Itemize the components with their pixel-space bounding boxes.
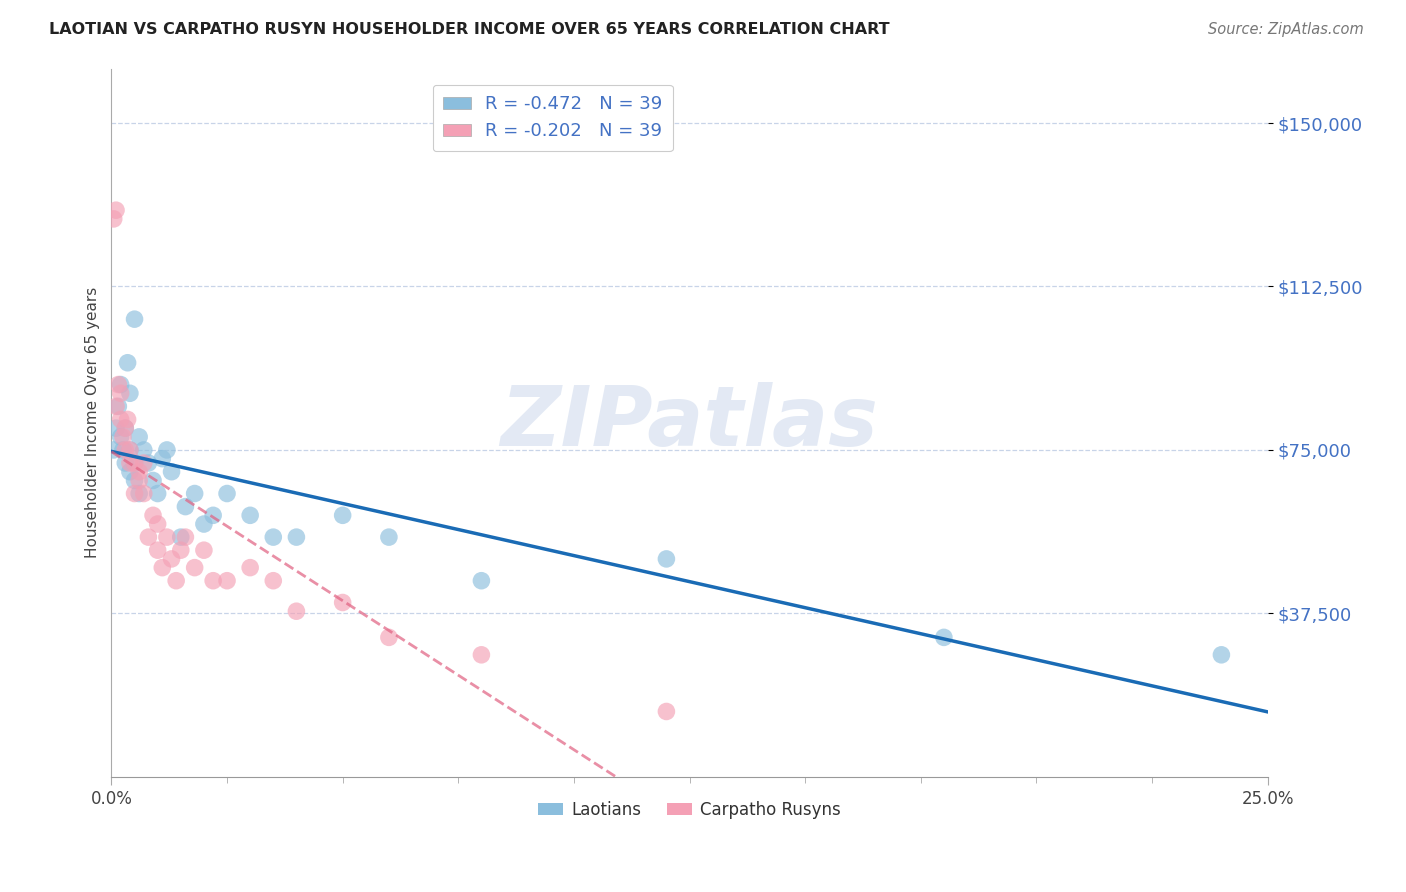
- Text: LAOTIAN VS CARPATHO RUSYN HOUSEHOLDER INCOME OVER 65 YEARS CORRELATION CHART: LAOTIAN VS CARPATHO RUSYN HOUSEHOLDER IN…: [49, 22, 890, 37]
- Point: [114, 456, 136, 470]
- Point: [124, 486, 146, 500]
- Point: [193, 543, 215, 558]
- Point: [118, 442, 141, 457]
- Point: [655, 705, 678, 719]
- Point: [111, 442, 134, 457]
- Point: [160, 465, 183, 479]
- Point: [105, 400, 128, 414]
- Point: [142, 508, 165, 523]
- Point: [105, 421, 128, 435]
- Point: [132, 486, 155, 500]
- Text: Source: ZipAtlas.com: Source: ZipAtlas.com: [1208, 22, 1364, 37]
- Point: [138, 530, 160, 544]
- Point: [183, 560, 205, 574]
- Point: [124, 474, 146, 488]
- Point: [128, 474, 150, 488]
- Point: [1211, 648, 1233, 662]
- Point: [103, 211, 125, 226]
- Point: [165, 574, 187, 588]
- Point: [117, 412, 139, 426]
- Point: [114, 421, 136, 435]
- Point: [193, 516, 215, 531]
- Point: [156, 530, 179, 544]
- Point: [332, 508, 354, 523]
- Point: [215, 574, 238, 588]
- Point: [132, 456, 155, 470]
- Point: [332, 595, 354, 609]
- Point: [285, 530, 308, 544]
- Point: [170, 543, 193, 558]
- Point: [103, 442, 125, 457]
- Point: [114, 442, 136, 457]
- Point: [156, 442, 179, 457]
- Point: [239, 560, 262, 574]
- Point: [142, 474, 165, 488]
- Point: [124, 456, 146, 470]
- Point: [124, 456, 146, 470]
- Point: [110, 430, 132, 444]
- Point: [146, 543, 169, 558]
- Point: [150, 560, 173, 574]
- Point: [146, 486, 169, 500]
- Point: [378, 631, 401, 645]
- Point: [105, 203, 128, 218]
- Point: [202, 508, 225, 523]
- Point: [262, 574, 284, 588]
- Point: [114, 421, 136, 435]
- Point: [110, 386, 132, 401]
- Point: [285, 604, 308, 618]
- Point: [239, 508, 262, 523]
- Point: [215, 486, 238, 500]
- Point: [655, 552, 678, 566]
- Point: [138, 456, 160, 470]
- Point: [170, 530, 193, 544]
- Point: [160, 552, 183, 566]
- Point: [470, 648, 492, 662]
- Point: [110, 412, 132, 426]
- Point: [124, 312, 146, 326]
- Point: [110, 377, 132, 392]
- Y-axis label: Householder Income Over 65 years: Householder Income Over 65 years: [86, 287, 100, 558]
- Point: [111, 430, 134, 444]
- Point: [128, 430, 150, 444]
- Point: [174, 500, 197, 514]
- Point: [202, 574, 225, 588]
- Point: [118, 465, 141, 479]
- Point: [150, 451, 173, 466]
- Point: [107, 400, 129, 414]
- Point: [118, 442, 141, 457]
- Point: [378, 530, 401, 544]
- Point: [118, 386, 141, 401]
- Point: [118, 456, 141, 470]
- Legend: Laotians, Carpatho Rusyns: Laotians, Carpatho Rusyns: [531, 794, 848, 825]
- Point: [128, 465, 150, 479]
- Point: [262, 530, 284, 544]
- Point: [932, 631, 955, 645]
- Point: [107, 377, 129, 392]
- Point: [174, 530, 197, 544]
- Point: [132, 442, 155, 457]
- Point: [146, 516, 169, 531]
- Point: [470, 574, 492, 588]
- Point: [128, 486, 150, 500]
- Point: [183, 486, 205, 500]
- Text: ZIPatlas: ZIPatlas: [501, 382, 879, 463]
- Point: [117, 356, 139, 370]
